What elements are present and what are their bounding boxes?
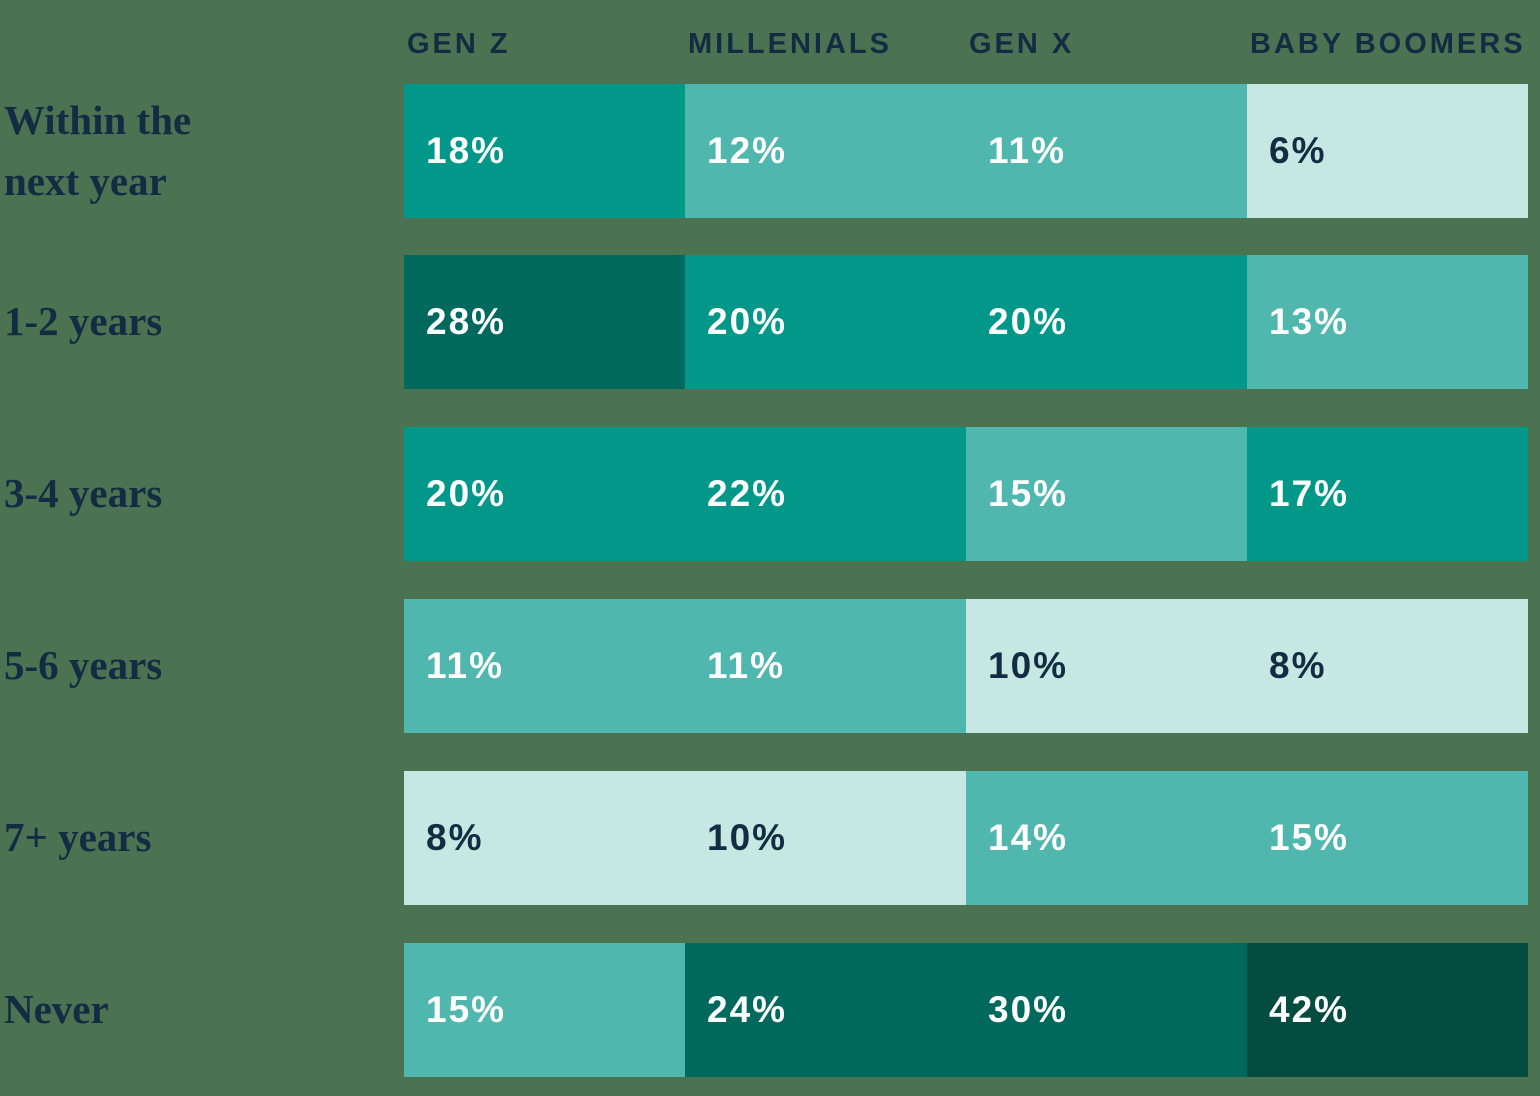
cell-value: 17% [1269, 473, 1350, 514]
heatmap-cell: 20% [685, 255, 966, 389]
row-cells: 8% 10% 14% 15% [404, 771, 1528, 905]
heatmap-cell: 15% [966, 427, 1247, 561]
heatmap-cell: 20% [404, 427, 685, 561]
row-cells: 15% 24% 30% 42% [404, 943, 1528, 1077]
table-row: 3-4 years 20% 22% 15% 17% [0, 427, 1540, 561]
cell-value: 6% [1269, 130, 1327, 171]
cell-value: 28% [426, 301, 507, 342]
heatmap-cell: 18% [404, 84, 685, 218]
cell-value: 15% [426, 989, 507, 1030]
cell-value: 24% [707, 989, 788, 1030]
row-label: 1-2 years [4, 298, 163, 345]
heatmap-cell: 12% [685, 84, 966, 218]
heatmap-cell: 8% [404, 771, 685, 905]
row-cells: 11% 11% 10% 8% [404, 599, 1528, 733]
cell-value: 8% [1269, 645, 1327, 686]
heatmap-cell: 10% [966, 599, 1247, 733]
heatmap-cell: 20% [966, 255, 1247, 389]
column-header-baby-boomers: BABY BOOMERS [1250, 28, 1526, 60]
heatmap-cell: 14% [966, 771, 1247, 905]
cell-value: 12% [707, 130, 788, 171]
column-header-gen-z: GEN Z [407, 28, 511, 60]
cell-value: 30% [988, 989, 1069, 1030]
heatmap-cell: 15% [1247, 771, 1528, 905]
cell-value: 22% [707, 473, 788, 514]
heatmap-cell: 22% [685, 427, 966, 561]
cell-value: 14% [988, 817, 1069, 858]
heatmap-cell: 30% [966, 943, 1247, 1077]
cell-value: 15% [988, 473, 1069, 514]
row-cells: 20% 22% 15% 17% [404, 427, 1528, 561]
cell-value: 11% [426, 645, 505, 686]
cell-value: 20% [707, 301, 788, 342]
heatmap-cell: 42% [1247, 943, 1528, 1077]
heatmap-cell: 11% [966, 84, 1247, 218]
row-label: 7+ years [4, 814, 152, 861]
heatmap-cell: 28% [404, 255, 685, 389]
heatmap-cell: 8% [1247, 599, 1528, 733]
heatmap-cell: 6% [1247, 84, 1528, 218]
cell-value: 8% [426, 817, 484, 858]
cell-value: 18% [426, 130, 507, 171]
table-row: Within the next year 18% 12% 11% 6% [0, 84, 1540, 218]
table-row: Never 15% 24% 30% 42% [0, 943, 1540, 1077]
heatmap-cell: 17% [1247, 427, 1528, 561]
cell-value: 13% [1269, 301, 1350, 342]
cell-value: 11% [988, 130, 1067, 171]
heatmap-cell: 15% [404, 943, 685, 1077]
heatmap-cell: 13% [1247, 255, 1528, 389]
cell-value: 10% [707, 817, 788, 858]
row-cells: 18% 12% 11% 6% [404, 84, 1528, 218]
row-label: 3-4 years [4, 470, 163, 517]
cell-value: 20% [426, 473, 507, 514]
row-label: 5-6 years [4, 642, 163, 689]
cell-value: 10% [988, 645, 1069, 686]
table-row: 7+ years 8% 10% 14% 15% [0, 771, 1540, 905]
heatmap-cell: 11% [685, 599, 966, 733]
cell-value: 20% [988, 301, 1069, 342]
row-label: Within the next year [4, 96, 192, 205]
cell-value: 15% [1269, 817, 1350, 858]
column-headers: GEN Z MILLENIALS GEN X BABY BOOMERS [404, 28, 1528, 61]
row-cells: 28% 20% 20% 13% [404, 255, 1528, 389]
table-row: 1-2 years 28% 20% 20% 13% [0, 255, 1540, 389]
heatmap-cell: 24% [685, 943, 966, 1077]
column-header-millenials: MILLENIALS [688, 28, 892, 60]
column-header-gen-x: GEN X [969, 28, 1075, 60]
row-label: Never [4, 986, 109, 1033]
cell-value: 42% [1269, 989, 1350, 1030]
heatmap-cell: 10% [685, 771, 966, 905]
heatmap-cell: 11% [404, 599, 685, 733]
table-row: 5-6 years 11% 11% 10% 8% [0, 599, 1540, 733]
cell-value: 11% [707, 645, 786, 686]
